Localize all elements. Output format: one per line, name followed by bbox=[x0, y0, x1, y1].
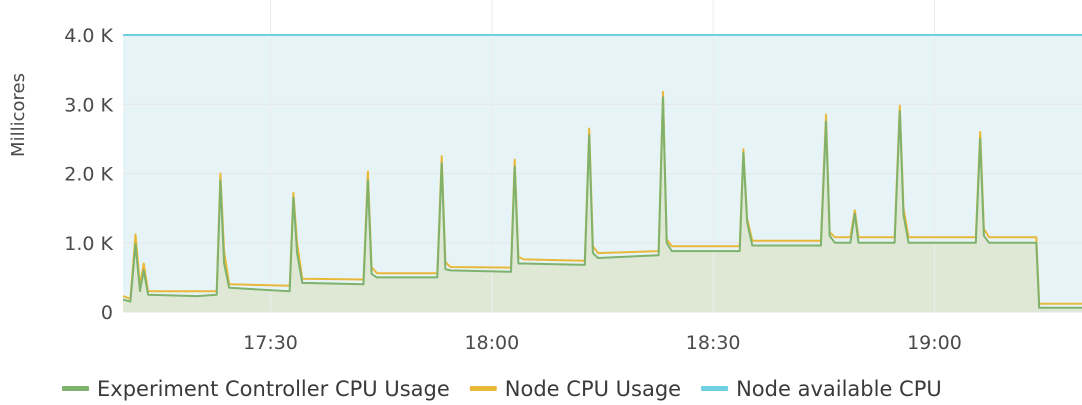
x-tick-label-2: 18:30 bbox=[686, 332, 741, 354]
y-tick-label-0: 0 bbox=[101, 302, 113, 324]
x-tick-label-3: 19:00 bbox=[907, 332, 962, 354]
y-tick-label-1: 1.0 K bbox=[64, 233, 113, 255]
legend: Experiment Controller CPU Usage Node CPU … bbox=[62, 377, 942, 401]
y-tick-label-4: 4.0 K bbox=[64, 25, 113, 47]
legend-label-2: Node available CPU bbox=[736, 377, 942, 401]
series-area-0 bbox=[123, 97, 1082, 312]
legend-swatch-0 bbox=[62, 386, 89, 391]
series-lines bbox=[122, 34, 1082, 309]
y-tick-label-3: 3.0 K bbox=[64, 94, 113, 116]
y-axis-ticks: 0 1.0 K 2.0 K 3.0 K 4.0 K bbox=[64, 25, 113, 324]
legend-label-1: Node CPU Usage bbox=[505, 377, 681, 401]
legend-label-0: Experiment Controller CPU Usage bbox=[97, 377, 450, 401]
x-tick-label-1: 18:00 bbox=[464, 332, 519, 354]
y-tick-label-2: 2.0 K bbox=[64, 164, 113, 186]
x-axis-ticks: 17:30 18:00 18:30 19:00 bbox=[243, 332, 962, 354]
x-tick-label-0: 17:30 bbox=[243, 332, 298, 354]
legend-swatch-2 bbox=[701, 386, 729, 391]
legend-swatch-1 bbox=[469, 386, 497, 391]
y-axis-title: Millicores bbox=[8, 73, 29, 157]
series-line-0 bbox=[122, 96, 1082, 309]
